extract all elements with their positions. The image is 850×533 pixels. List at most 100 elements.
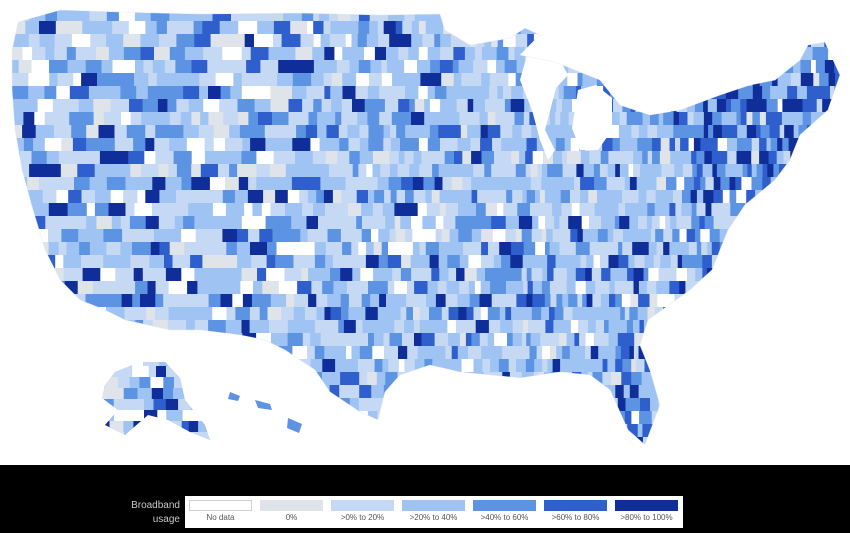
map-region-cell	[374, 359, 383, 373]
map-region-cell	[638, 216, 648, 230]
map-region-cell	[583, 164, 595, 178]
map-region-cell	[699, 73, 706, 87]
map-region-cell	[661, 281, 670, 295]
map-region-cell	[434, 177, 443, 191]
map-region-cell	[106, 242, 121, 256]
map-region-cell	[802, 10, 812, 22]
map-region-cell	[429, 216, 437, 230]
map-region-cell	[539, 424, 545, 438]
map-region-cell	[563, 307, 573, 321]
map-region-cell	[593, 255, 601, 269]
map-region-cell	[594, 216, 602, 230]
map-region-cell	[455, 216, 462, 230]
map-region-cell	[426, 203, 441, 217]
map-region-cell	[166, 86, 184, 100]
map-region-cell	[539, 190, 546, 204]
map-region-cell	[762, 294, 772, 308]
map-region-cell	[159, 362, 174, 367]
map-region-cell	[743, 242, 752, 256]
map-region-cell	[587, 385, 598, 399]
map-region-cell	[718, 424, 728, 438]
map-region-cell	[607, 242, 619, 256]
map-region-cell	[586, 359, 596, 373]
map-region-cell	[508, 47, 515, 61]
map-region-cell	[29, 346, 43, 360]
map-region-cell	[139, 177, 153, 191]
map-region-cell	[837, 333, 840, 347]
map-region-cell	[771, 307, 778, 321]
map-region-cell	[764, 34, 774, 48]
map-region-cell	[200, 164, 219, 178]
map-region-cell	[450, 242, 464, 256]
map-region-cell	[134, 73, 149, 87]
map-region-cell	[678, 112, 688, 126]
map-region-cell	[625, 281, 634, 295]
map-region-cell	[269, 164, 287, 178]
map-region-cell	[691, 203, 697, 217]
map-region-cell	[503, 437, 511, 445]
map-region-cell	[624, 411, 632, 425]
map-region-cell	[807, 190, 818, 204]
map-region-cell	[815, 359, 827, 373]
map-region-cell	[448, 333, 461, 347]
map-region-cell	[828, 73, 836, 87]
map-region-cell	[225, 320, 242, 334]
map-region-cell	[752, 60, 763, 74]
map-region-cell	[817, 190, 827, 204]
map-region-cell	[688, 242, 698, 256]
map-region-cell	[391, 112, 405, 126]
map-region-cell	[293, 255, 310, 269]
map-region-cell	[260, 437, 270, 445]
map-region-cell	[244, 359, 256, 373]
map-region-cell	[130, 255, 150, 269]
map-region-cell	[793, 229, 798, 243]
map-region-cell	[729, 229, 736, 243]
map-region-cell	[736, 10, 748, 22]
map-region-cell	[327, 320, 339, 334]
map-region-cell	[743, 151, 752, 165]
map-region-cell	[645, 138, 653, 152]
map-region-cell	[328, 164, 342, 178]
map-region-cell	[560, 359, 571, 373]
map-region-cell	[12, 10, 19, 22]
map-region-cell	[151, 388, 164, 400]
map-region-cell	[828, 47, 836, 61]
map-region-cell	[405, 229, 413, 243]
map-region-cell	[620, 60, 630, 74]
map-region-cell	[840, 346, 845, 359]
map-region-cell	[383, 138, 392, 152]
map-region-cell	[405, 86, 419, 100]
map-region-cell	[282, 138, 293, 152]
map-region-cell	[214, 355, 224, 366]
map-region-cell	[357, 255, 367, 269]
map-region-cell	[610, 398, 619, 412]
map-region-cell	[820, 307, 828, 321]
map-region-cell	[99, 151, 115, 165]
map-region-cell	[569, 359, 581, 373]
map-region-cell	[607, 60, 613, 74]
map-region-cell	[155, 281, 170, 295]
map-region-cell	[646, 216, 653, 230]
map-region-cell	[812, 372, 824, 386]
map-region-cell	[801, 177, 809, 191]
map-region-cell	[20, 151, 32, 165]
map-region-cell	[411, 398, 420, 412]
map-region-cell	[631, 372, 642, 386]
map-region-cell	[226, 307, 236, 321]
map-region-cell	[691, 47, 702, 61]
map-region-cell	[374, 47, 387, 61]
map-region-cell	[810, 164, 817, 178]
map-region-cell	[45, 47, 55, 61]
map-region-cell	[192, 190, 209, 204]
map-region-cell	[610, 307, 621, 321]
map-region-cell	[548, 333, 560, 347]
map-region-cell	[788, 138, 800, 152]
map-region-cell	[624, 86, 632, 100]
map-region-cell	[358, 21, 370, 35]
map-region-cell	[122, 229, 138, 243]
map-region-cell	[132, 242, 152, 256]
map-region-cell	[763, 268, 769, 282]
map-region-cell	[823, 411, 830, 425]
map-region-cell	[159, 190, 177, 204]
map-region-cell	[714, 320, 723, 334]
